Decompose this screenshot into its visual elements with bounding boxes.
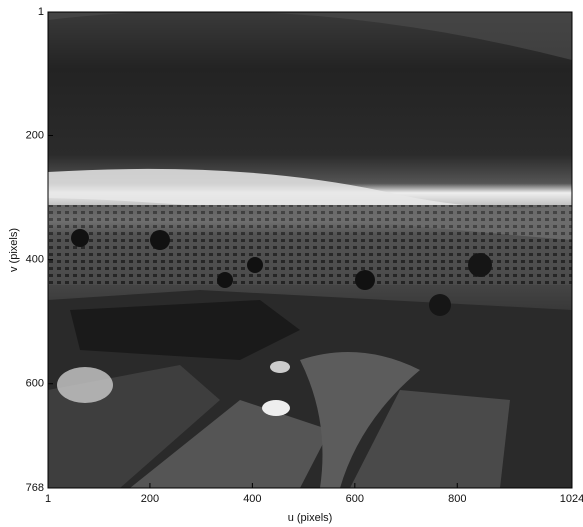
image [48, 11, 572, 488]
y-tick-label: 400 [26, 254, 44, 266]
y-tick-label: 200 [26, 129, 44, 141]
x-axis-label: u (pixels) [288, 512, 333, 524]
x-tick-label: 1024 [560, 493, 583, 505]
y-tick-label: 768 [26, 482, 44, 494]
chart: u (pixels) v (pixels) 1 200 400 600 800 1024 1… [0, 0, 583, 527]
y-axis-label: v (pixels) [8, 228, 20, 272]
x-tick-label: 200 [141, 493, 159, 505]
x-tick-label: 800 [448, 493, 466, 505]
x-tick-label: 400 [243, 493, 261, 505]
x-tick-label: 1 [45, 493, 51, 505]
x-tick-label: 600 [346, 493, 364, 505]
y-tick-label: 1 [38, 6, 44, 18]
y-tick-label: 600 [26, 378, 44, 390]
